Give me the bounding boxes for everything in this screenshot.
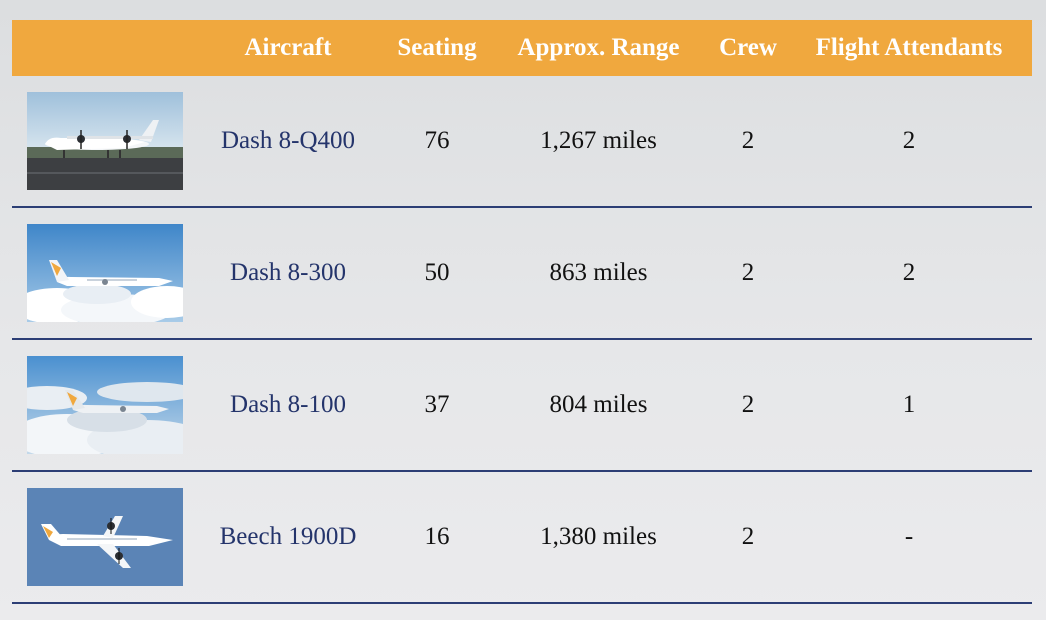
aircraft-above-clouds-photo: [27, 356, 183, 454]
table-row: Beech 1900D 16 1,380 miles 2 -: [12, 472, 1032, 604]
aircraft-name: Dash 8-100: [230, 391, 346, 418]
aircraft-image-cell: [12, 224, 189, 322]
aircraft-image-cell: [12, 356, 189, 454]
aircraft-above-clouds-photo: [27, 224, 183, 322]
aircraft-image-cell: [12, 488, 189, 586]
flight-attendants-value: 1: [902, 391, 916, 418]
fleet-table: Aircraft Seating Approx. Range Crew Flig…: [12, 20, 1032, 604]
crew-value: 2: [741, 259, 755, 286]
range-value: 804 miles: [549, 391, 648, 418]
table-row: Dash 8-300 50 863 miles 2 2: [12, 208, 1032, 340]
range-value: 1,267 miles: [540, 127, 657, 154]
table-header-row: Aircraft Seating Approx. Range Crew Flig…: [12, 20, 1032, 76]
flight-attendants-value: -: [904, 523, 914, 550]
header-aircraft: Aircraft: [244, 34, 332, 61]
seating-value: 37: [424, 391, 450, 418]
header-crew: Crew: [719, 34, 777, 61]
aircraft-name: Beech 1900D: [219, 523, 357, 550]
crew-value: 2: [741, 391, 755, 418]
aircraft-image-cell: [12, 92, 189, 190]
header-seating: Seating: [397, 34, 477, 61]
aircraft-on-runway-photo: [27, 92, 183, 190]
range-value: 1,380 miles: [540, 523, 657, 550]
crew-value: 2: [741, 523, 755, 550]
flight-attendants-value: 2: [902, 259, 916, 286]
crew-value: 2: [741, 127, 755, 154]
aircraft-name: Dash 8-Q400: [220, 127, 355, 154]
header-range: Approx. Range: [517, 34, 680, 61]
table-row: Dash 8-100 37 804 miles 2 1: [12, 340, 1032, 472]
seating-value: 16: [424, 523, 450, 550]
aircraft-name: Dash 8-300: [230, 259, 346, 286]
header-flight-attendants: Flight Attendants: [815, 34, 1003, 61]
range-value: 863 miles: [549, 259, 648, 286]
flight-attendants-value: 2: [902, 127, 916, 154]
seating-value: 50: [424, 259, 450, 286]
aircraft-in-blue-sky-photo: [27, 488, 183, 586]
seating-value: 76: [424, 127, 450, 154]
table-row: Dash 8-Q400 76 1,267 miles 2 2: [12, 76, 1032, 208]
